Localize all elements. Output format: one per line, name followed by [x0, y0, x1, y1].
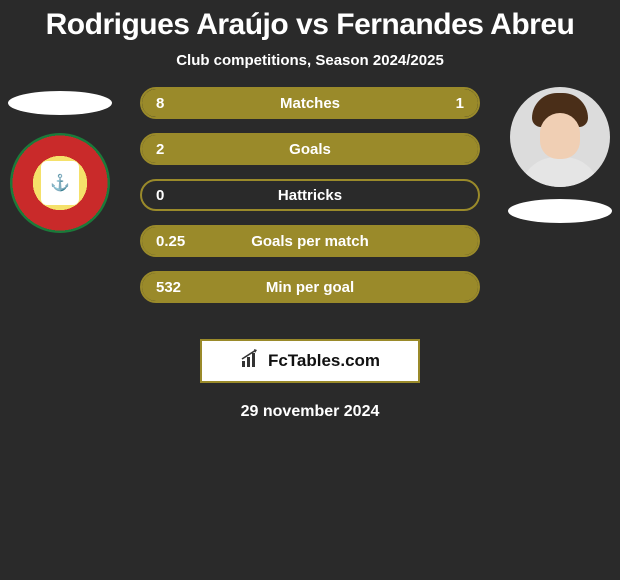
stat-row: 532Min per goal	[140, 271, 480, 303]
stat-row: 8Matches1	[140, 87, 480, 119]
face-icon	[510, 87, 610, 187]
comparison-card: Rodrigues Araújo vs Fernandes Abreu Club…	[0, 0, 620, 421]
stat-label: Goals	[142, 141, 478, 158]
stat-label: Matches	[142, 95, 478, 112]
player-photo-right	[510, 87, 610, 187]
player-left-name-pill	[8, 91, 112, 115]
anchor-icon: ⚓	[41, 161, 79, 205]
subtitle: Club competitions, Season 2024/2025	[0, 52, 620, 69]
stat-row: 2Goals	[140, 133, 480, 165]
stat-label: Hattricks	[142, 187, 478, 204]
branding-text: FcTables.com	[268, 351, 380, 371]
comparison-body: ⚓ 8Matches1 2Goals 0Hattricks 0.25Goals per…	[0, 87, 620, 327]
stat-right-value: 1	[456, 95, 464, 112]
player-left-column: ⚓	[0, 87, 120, 233]
page-title: Rodrigues Araújo vs Fernandes Abreu	[0, 8, 620, 42]
stat-label: Min per goal	[142, 279, 478, 296]
player-right-column	[500, 87, 620, 223]
bar-chart-icon	[240, 349, 262, 374]
stat-row: 0Hattricks	[140, 179, 480, 211]
date-label: 29 november 2024	[0, 403, 620, 421]
club-badge-left: ⚓	[10, 133, 110, 233]
stat-label: Goals per match	[142, 233, 478, 250]
stats-bars: 8Matches1 2Goals 0Hattricks 0.25Goals per m…	[140, 87, 480, 317]
branding-box[interactable]: FcTables.com	[200, 339, 420, 383]
player-right-name-pill	[508, 199, 612, 223]
stat-row: 0.25Goals per match	[140, 225, 480, 257]
